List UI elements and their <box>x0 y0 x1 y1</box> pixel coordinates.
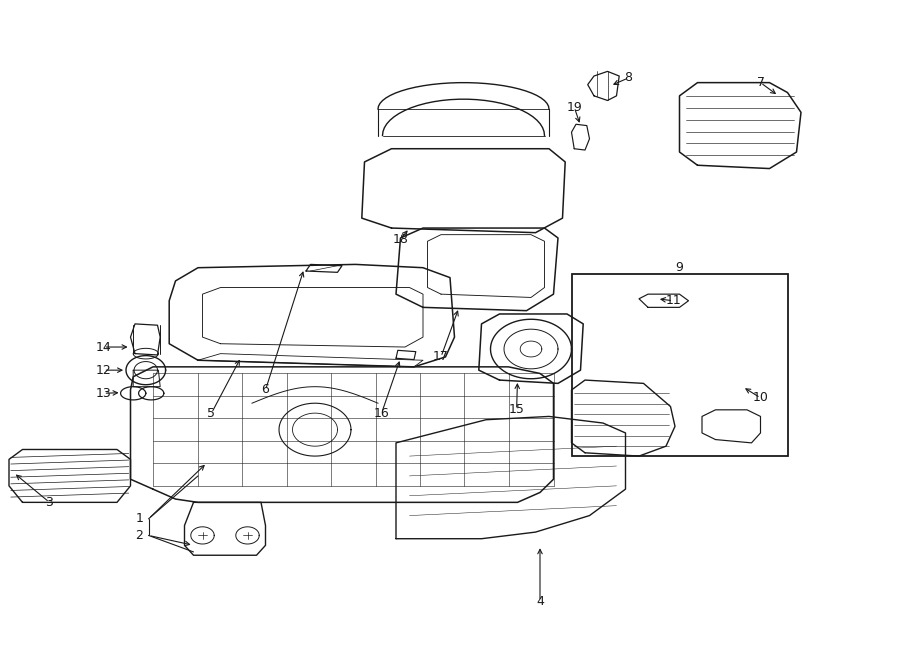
Text: 9: 9 <box>676 261 683 274</box>
Text: 11: 11 <box>665 294 681 307</box>
Text: 3: 3 <box>46 496 53 509</box>
Text: 15: 15 <box>508 403 525 416</box>
Text: 14: 14 <box>95 340 112 354</box>
Bar <box>572 274 788 456</box>
Text: 4: 4 <box>536 595 544 608</box>
Text: 8: 8 <box>625 71 632 85</box>
Text: 6: 6 <box>262 383 269 397</box>
Text: 1: 1 <box>136 512 143 525</box>
Text: 2: 2 <box>136 529 143 542</box>
Text: 7: 7 <box>757 76 764 89</box>
Text: 19: 19 <box>566 100 582 114</box>
Text: 5: 5 <box>208 407 215 420</box>
Text: 17: 17 <box>433 350 449 364</box>
Text: 10: 10 <box>752 391 769 405</box>
Text: 16: 16 <box>374 407 390 420</box>
Text: 18: 18 <box>392 233 409 246</box>
Text: 13: 13 <box>95 387 112 400</box>
Text: 12: 12 <box>95 364 112 377</box>
